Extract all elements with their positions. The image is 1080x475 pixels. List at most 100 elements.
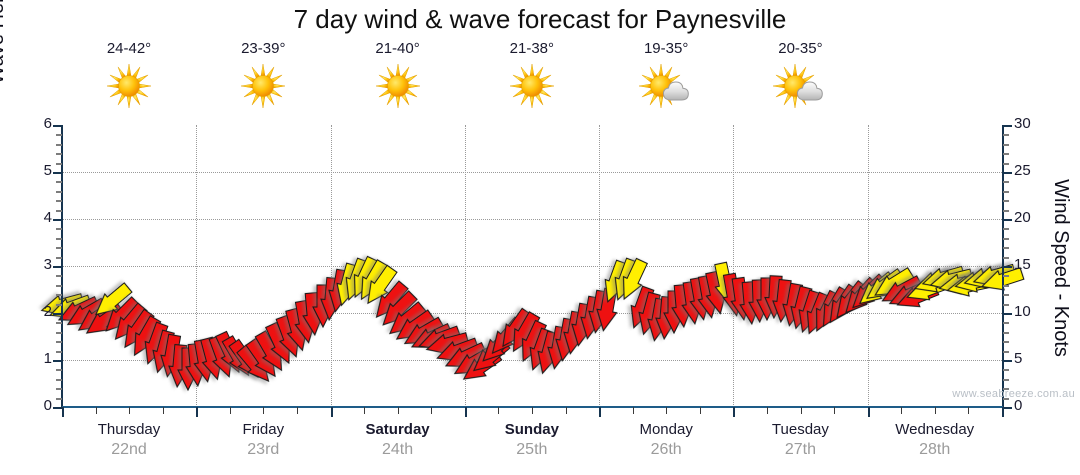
right-axis-title: Wind Speed - Knots [1050,179,1072,357]
x-tick-minor [129,407,131,414]
day-name: Tuesday [771,421,829,438]
x-tick-minor [565,407,567,414]
x-axis-day-tuesday: Tuesday 27th [733,420,867,461]
right-minor-tick [1003,237,1009,240]
x-tick-major [62,407,64,417]
day-date: 25th [516,441,548,458]
left-minor-tick [56,341,62,344]
day-temperature-range: 21-38° [509,40,555,57]
left-tick-label: 5 [43,162,52,179]
x-tick-major [464,407,467,417]
x-tick-minor [800,407,802,414]
right-minor-tick [1003,303,1009,306]
left-minor-tick [56,331,62,334]
day-date: 23rd [247,441,280,458]
x-tick-major [196,407,199,417]
right-minor-tick [1003,134,1009,137]
x-tick-minor [699,407,701,414]
left-minor-tick [56,228,62,231]
left-minor-tick [56,275,62,278]
gridline-horizontal [62,219,1002,220]
right-tick-label: 20 [1014,209,1031,226]
gridline-day-boundary [464,125,466,407]
gridline-day-boundary [599,125,601,407]
left-axis-title: Wave Height - Metres [0,0,9,128]
x-tick-major [599,407,602,417]
day-date: 27th [784,441,816,458]
left-tick-label: 4 [43,209,52,226]
right-minor-tick [1003,388,1009,391]
right-minor-tick [1003,153,1009,156]
sunny-icon [62,62,196,116]
gridline-horizontal [62,266,1002,267]
right-minor-tick [1003,397,1009,400]
right-tick [1003,313,1012,315]
left-minor-tick [56,284,62,287]
page-title: 7 day wind & wave forecast for Paynesvil… [293,4,787,34]
left-tick [53,219,62,221]
left-minor-tick [56,303,62,306]
right-tick [1003,407,1012,409]
right-minor-tick [1003,209,1009,212]
right-tick-label: 5 [1014,350,1023,367]
x-tick-minor [364,407,366,414]
x-axis-day-sunday: Sunday 25th [465,420,599,461]
right-tick-label: 0 [1014,397,1023,414]
right-tick-label: 15 [1014,256,1031,273]
right-minor-tick [1003,275,1009,278]
x-tick-major [1002,407,1004,417]
left-tick [53,360,62,362]
day-date: 26th [650,441,682,458]
left-tick [53,172,62,174]
right-minor-tick [1003,162,1009,165]
watermark: www.seabreeze.com.au [952,388,1075,400]
x-axis-day-thursday: Thursday 22nd [62,420,196,461]
x-tick-major [733,407,736,417]
day-summary-tuesday: 20-35° [733,40,867,116]
day-name: Thursday [97,421,161,438]
day-summary-thursday: 24-42° [62,40,196,116]
right-minor-tick [1003,341,1009,344]
right-minor-tick [1003,294,1009,297]
left-tick-label: 0 [43,397,52,414]
day-summary-saturday: 21-40° [331,40,465,116]
left-tick-label: 3 [43,256,52,273]
right-minor-tick [1003,181,1009,184]
right-tick [1003,360,1012,362]
sunny-icon [196,62,330,116]
day-summary-sunday: 21-38° [465,40,599,116]
x-tick-minor [834,407,836,414]
gridline-horizontal [62,172,1002,173]
right-minor-tick [1003,331,1009,334]
x-tick-minor [162,407,164,414]
left-minor-tick [56,388,62,391]
left-tick-label: 1 [43,350,52,367]
right-tick [1003,219,1012,221]
right-minor-tick [1003,378,1009,381]
left-minor-tick [56,378,62,381]
right-minor-tick [1003,369,1009,372]
right-minor-tick [1003,228,1009,231]
x-tick-minor [229,407,231,414]
day-temperature-range: 21-40° [375,40,420,57]
left-tick [53,266,62,268]
x-tick-major [867,407,870,417]
gridline-day-boundary [867,125,869,407]
sunny-icon [465,62,599,116]
left-minor-tick [56,162,62,165]
left-minor-tick [56,369,62,372]
right-tick [1003,125,1012,127]
x-tick-minor [397,407,399,414]
left-minor-tick [56,322,62,325]
day-summary-friday: 23-39° [196,40,330,116]
x-tick-minor [263,407,265,414]
x-tick-minor [498,407,500,414]
left-minor-tick [56,134,62,137]
x-tick-minor [968,407,970,414]
left-minor-tick [56,294,62,297]
day-date: 22nd [111,441,147,458]
partly-cloudy-icon [733,62,867,116]
x-tick-minor [532,407,533,414]
left-minor-tick [56,397,62,400]
